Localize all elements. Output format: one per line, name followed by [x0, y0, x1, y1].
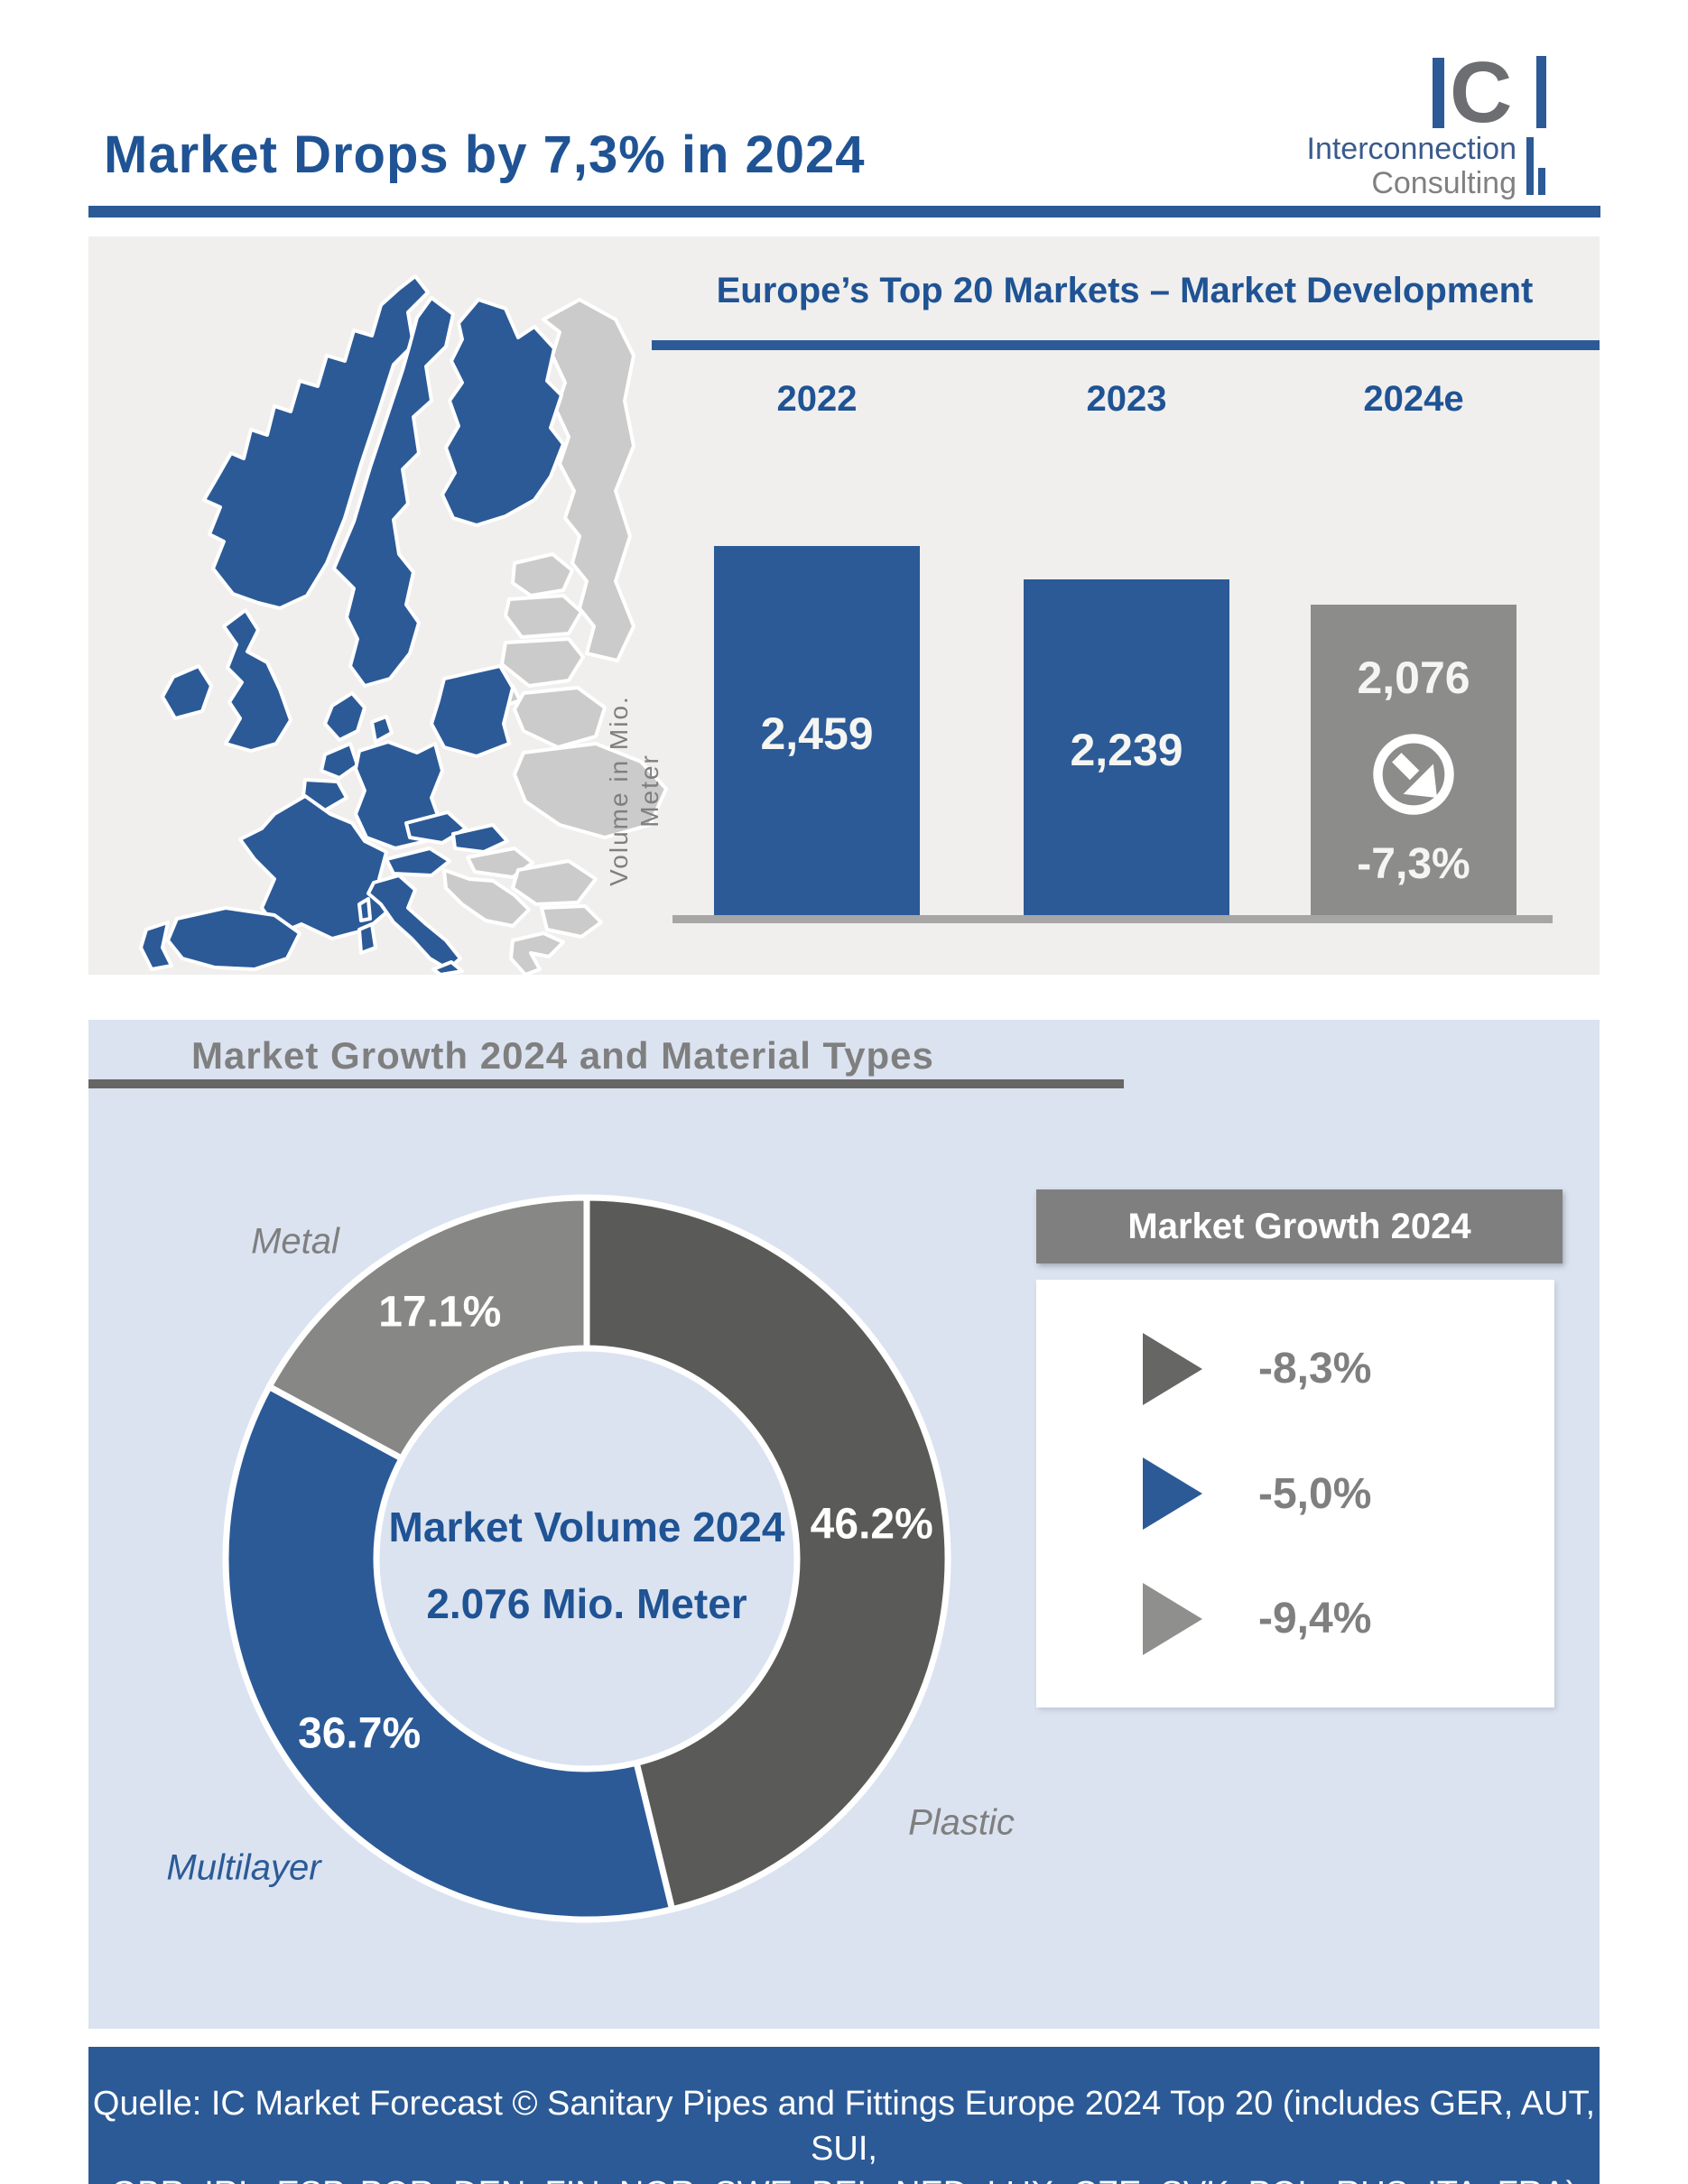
logo-name-interconnection: Interconnection	[1306, 132, 1517, 166]
map-country-top20	[323, 691, 366, 742]
map-country-other	[513, 686, 607, 749]
map-country-top20	[161, 664, 213, 720]
growth-legend-row-plastic: -8,3%	[1036, 1332, 1554, 1405]
growth-value-plastic: -8,3%	[1258, 1345, 1372, 1393]
map-country-top20	[441, 298, 565, 527]
donut-value-multilayer: 36.7%	[298, 1710, 421, 1758]
bar-value-2022: 2,459	[760, 708, 874, 759]
page-title: Market Drops by 7,3% in 2024	[104, 125, 866, 184]
europe-map	[139, 274, 668, 975]
bar-2024e: 2,076 -7,3%	[1311, 605, 1516, 921]
growth-arrow-icon	[1143, 1458, 1202, 1530]
bar-2022: 2,459	[714, 546, 920, 921]
logo-name-consulting: Consulting	[1371, 166, 1516, 200]
donut-value-plastic: 46.2%	[811, 1501, 933, 1549]
map-country-other	[511, 859, 598, 906]
decline-circle-arrow-icon	[1373, 734, 1454, 815]
bar-growth-2024e: -7,3%	[1357, 840, 1470, 888]
logo-small-bar-icon	[1538, 168, 1545, 195]
logo-ic-c-icon: C	[1450, 44, 1513, 141]
source-footer: Quelle: IC Market Forecast © Sanitary Pi…	[88, 2047, 1600, 2184]
donut-slice-plastic	[583, 1194, 951, 1913]
logo-small-bar-icon	[1526, 137, 1534, 195]
map-country-other	[442, 868, 531, 928]
source-line-1: Quelle: IC Market Forecast © Sanitary Pi…	[92, 2085, 1596, 2168]
year-label-2024e: 2024e	[1363, 379, 1464, 419]
slice-name-metal: Metal	[251, 1221, 339, 1262]
map-country-other	[500, 637, 585, 688]
year-label-2023: 2023	[1086, 379, 1167, 419]
map-country-top20	[385, 847, 451, 877]
growth-legend-panel: -8,3% -5,0% -9,4%	[1036, 1280, 1554, 1707]
map-country-other	[509, 931, 565, 975]
donut-center-title: Market Volume 2024	[388, 1504, 785, 1550]
donut-slice-metal	[265, 1194, 590, 1462]
section-title: Market Growth 2024 and Material Types	[191, 1034, 934, 1077]
bar-chart-title-underline	[652, 340, 1600, 350]
map-country-top20	[222, 608, 292, 753]
map-country-top20	[166, 906, 301, 971]
growth-value-multilayer: -5,0%	[1258, 1469, 1372, 1518]
growth-legend-row-metal: -9,4%	[1036, 1582, 1554, 1655]
growth-legend-title: Market Growth 2024	[1036, 1189, 1563, 1263]
bar-2023: 2,239	[1024, 579, 1229, 921]
donut-slice-multilayer	[222, 1384, 676, 1923]
map-country-top20	[320, 742, 359, 780]
map-country-top20	[238, 794, 394, 940]
map-country-other	[542, 298, 635, 662]
bar-chart-title: Europe’s Top 20 Markets – Market Develop…	[716, 271, 1534, 310]
map-country-other	[540, 904, 603, 939]
bar-value-2023: 2,239	[1070, 725, 1183, 775]
growth-arrow-icon	[1143, 1582, 1202, 1655]
slice-name-multilayer: Multilayer	[166, 1847, 321, 1888]
map-country-other	[511, 552, 574, 597]
map-country-top20	[202, 274, 430, 610]
map-country-other	[504, 594, 583, 639]
bar-chart-baseline	[672, 915, 1553, 923]
donut-value-metal: 17.1%	[378, 1288, 501, 1336]
title-underline	[88, 206, 1600, 217]
section-title-underline	[88, 1079, 1124, 1088]
growth-value-metal: -9,4%	[1258, 1595, 1372, 1643]
map-country-top20	[451, 823, 509, 854]
map-country-top20	[357, 922, 377, 955]
source-line-2: GBR, IRL, ESP, POR, DEN, FIN, NOR, SWE, …	[88, 2171, 1600, 2184]
growth-legend-row-multilayer: -5,0%	[1036, 1458, 1554, 1530]
map-country-top20	[370, 715, 394, 744]
slice-name-plastic: Plastic	[908, 1802, 1015, 1843]
logo-ic-i-bar-icon	[1433, 58, 1444, 128]
donut-center-volume: 2.076 Mio. Meter	[426, 1580, 747, 1627]
map-country-top20	[430, 664, 515, 758]
y-axis-label: Volume in Mio. Meter	[605, 695, 663, 886]
material-donut-chart: 46.2% 36.7% 17.1%	[222, 1194, 951, 1923]
map-country-top20	[431, 960, 464, 975]
map-country-top20	[139, 921, 173, 971]
logo-tall-bar-icon	[1536, 56, 1546, 128]
growth-arrow-icon	[1143, 1332, 1202, 1405]
map-country-top20	[357, 897, 372, 922]
year-label-2022: 2022	[776, 379, 858, 419]
map-country-top20	[332, 296, 455, 688]
bar-value-2024e: 2,076	[1357, 652, 1470, 703]
map-country-other	[513, 742, 668, 839]
